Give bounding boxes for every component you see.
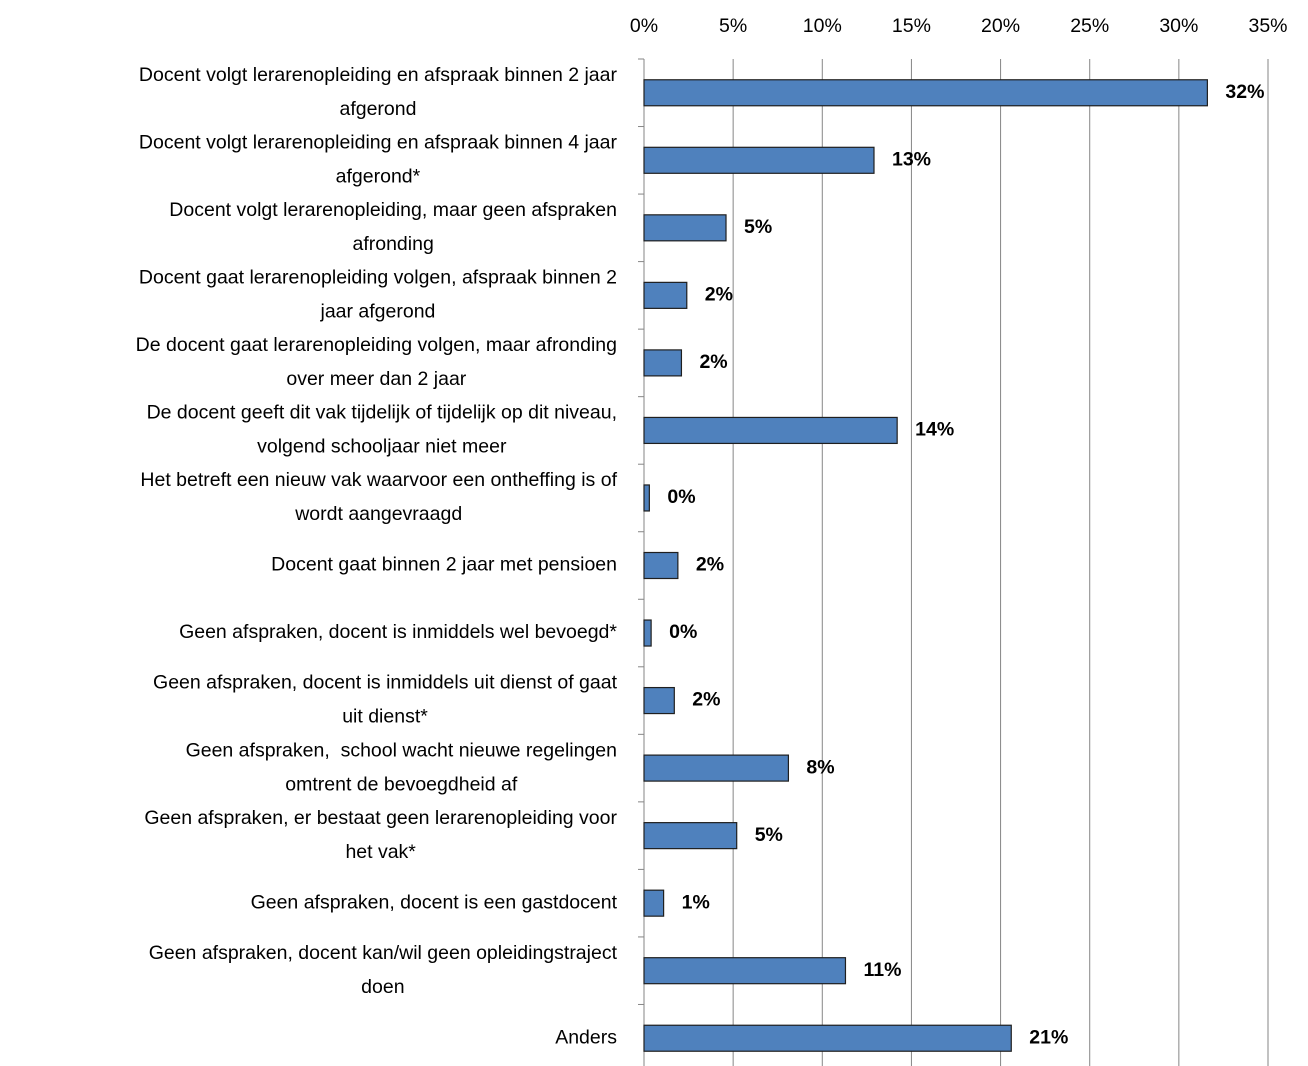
x-tick-label: 25% <box>1070 15 1109 37</box>
x-tick-label: 10% <box>803 15 842 37</box>
y-tick-label: Docent volgt lerarenopleiding en afspraa… <box>139 64 618 86</box>
x-tick-label: 5% <box>719 15 747 37</box>
y-tick-label: omtrent de bevoegdheid af <box>285 773 518 795</box>
bar <box>643 281 688 309</box>
bar <box>643 349 683 377</box>
y-tick-label: Docent gaat lerarenopleiding volgen, afs… <box>139 267 617 289</box>
y-tick-label: De docent geeft dit vak tijdelijk of tij… <box>147 402 617 424</box>
x-tick-label: 20% <box>981 15 1020 37</box>
value-label: 5% <box>744 216 772 238</box>
y-tick-label: Geen afspraken, er bestaat geen lerareno… <box>144 807 617 829</box>
y-tick-label: uit dienst* <box>342 706 428 728</box>
y-tick-label: over meer dan 2 jaar <box>286 368 466 390</box>
y-tick-label: jaar afgerond <box>319 301 435 323</box>
bar <box>643 484 650 512</box>
value-label: 0% <box>669 621 697 643</box>
bar <box>643 822 738 850</box>
y-tick-label: Docent volgt lerarenopleiding, maar geen… <box>169 199 617 221</box>
x-tick-label: 35% <box>1248 15 1287 37</box>
y-tick-label: wordt aangevraagd <box>294 503 462 525</box>
y-tick-label: Geen afspraken, docent is een gastdocent <box>251 891 618 913</box>
value-label: 21% <box>1029 1026 1068 1048</box>
bar <box>643 416 898 445</box>
value-label: 14% <box>915 419 954 441</box>
y-tick-label: Geen afspraken, docent is inmiddels wel … <box>179 621 617 643</box>
value-label: 5% <box>755 824 783 846</box>
value-label: 2% <box>692 689 720 711</box>
bar <box>643 686 675 715</box>
y-tick-label: het vak* <box>345 841 416 863</box>
bar <box>643 754 790 782</box>
value-label: 2% <box>696 554 724 576</box>
bar <box>643 79 1208 107</box>
x-tick-label: 30% <box>1159 15 1198 37</box>
bar <box>643 551 679 580</box>
y-tick-label: De docent gaat lerarenopleiding volgen, … <box>136 334 617 356</box>
value-label: 13% <box>892 148 931 170</box>
y-tick-label: Het betreft een nieuw vak waarvoor een o… <box>140 469 617 491</box>
y-tick-label: afgerond <box>339 98 416 120</box>
y-tick-label: afronding <box>352 233 433 255</box>
value-label: 8% <box>806 756 834 778</box>
value-label: 32% <box>1225 81 1264 103</box>
bar <box>643 1024 1012 1052</box>
x-tick-label: 0% <box>630 15 658 37</box>
value-label: 0% <box>667 486 695 508</box>
y-tick-label: Docent gaat binnen 2 jaar met pensioen <box>271 554 617 576</box>
y-tick-label: Docent volgt lerarenopleiding en afspraa… <box>139 131 618 153</box>
y-tick-label: afgerond* <box>336 165 421 187</box>
value-label: 2% <box>699 351 727 373</box>
bar <box>643 889 665 917</box>
y-tick-label: Geen afspraken, docent is inmiddels uit … <box>153 672 618 694</box>
y-tick-label: doen <box>361 976 404 998</box>
value-label: 1% <box>682 891 710 913</box>
bar <box>643 957 847 985</box>
bar <box>643 146 875 174</box>
bar <box>643 619 652 647</box>
y-tick-label: Anders <box>555 1026 617 1048</box>
y-tick-label: Geen afspraken, docent kan/wil geen ople… <box>149 942 618 964</box>
value-label: 11% <box>863 959 901 981</box>
y-tick-label: volgend schooljaar niet meer <box>257 436 507 458</box>
value-label: 2% <box>705 284 733 306</box>
x-tick-label: 15% <box>892 15 931 37</box>
bar <box>643 214 727 242</box>
y-tick-label: Geen afspraken, school wacht nieuwe rege… <box>186 739 617 761</box>
